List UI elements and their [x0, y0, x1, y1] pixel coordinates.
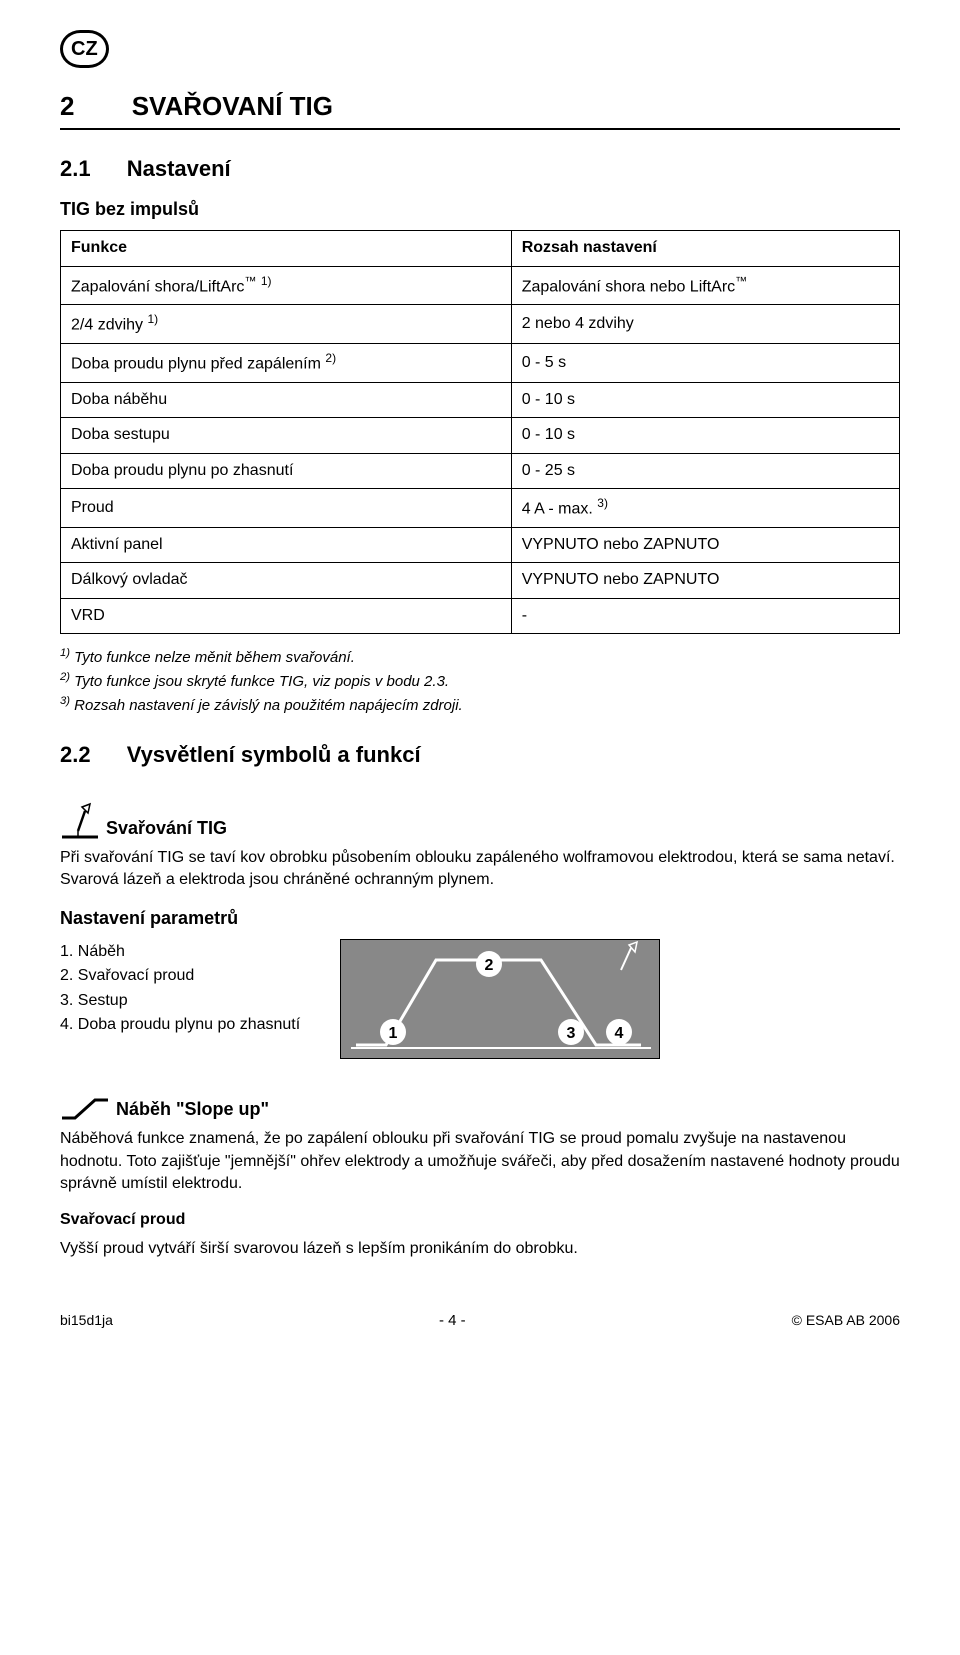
table-cell-func: Doba proudu plynu před zapálením 2)	[61, 344, 512, 383]
tig-welding-para: Při svařování TIG se taví kov obrobku pů…	[60, 847, 900, 892]
table-cell-range: 0 - 25 s	[511, 453, 899, 488]
table-cell-func: Aktivní panel	[61, 527, 512, 562]
table-cell-func: 2/4 zdvihy 1)	[61, 305, 512, 344]
table-row: Aktivní panelVYPNUTO nebo ZAPNUTO	[61, 527, 900, 562]
table-row: Zapalování shora/LiftArc™ 1)Zapalování s…	[61, 266, 900, 305]
table-row: 2/4 zdvihy 1)2 nebo 4 zdvihy	[61, 305, 900, 344]
table-row: Proud4 A - max. 3)	[61, 489, 900, 528]
table-cell-func: VRD	[61, 598, 512, 633]
tig-torch-icon	[60, 801, 100, 841]
table-cell-func: Proud	[61, 489, 512, 528]
table-cell-func: Doba náběhu	[61, 382, 512, 417]
table-cell-range: Zapalování shora nebo LiftArc™	[511, 266, 899, 305]
param-list: 1. Náběh2. Svařovací proud 3. Sestup4. Do…	[60, 939, 300, 1039]
table-row: Dálkový ovladačVYPNUTO nebo ZAPNUTO	[61, 563, 900, 598]
svg-text:1: 1	[389, 1025, 398, 1042]
svg-text:2: 2	[485, 957, 494, 974]
tig-subheading: TIG bez impulsů	[60, 197, 900, 222]
param-heading: Nastavení parametrů	[60, 906, 900, 931]
table-cell-func: Doba sestupu	[61, 418, 512, 453]
table-cell-range: -	[511, 598, 899, 633]
section-heading-22: 2.2 Vysvětlení symbolů a funkcí	[60, 740, 900, 771]
tig-welding-icon-row: Svařování TIG	[60, 801, 900, 841]
table-cell-func: Dálkový ovladač	[61, 563, 512, 598]
list-item: 2. Svařovací proud	[60, 965, 300, 987]
section-heading-21: 2.1 Nastavení	[60, 154, 900, 185]
svg-text:4: 4	[615, 1025, 624, 1042]
table-row: Doba proudu plynu před zapálením 2)0 - 5…	[61, 344, 900, 383]
chapter-title: SVAŘOVANÍ TIG	[132, 91, 333, 121]
slope-up-para: Náběhová funkce znamená, že po zapálení …	[60, 1128, 900, 1195]
table-header-func: Funkce	[61, 231, 512, 266]
table-cell-range: 0 - 5 s	[511, 344, 899, 383]
svg-text:3: 3	[567, 1025, 576, 1042]
settings-table: Funkce Rozsah nastavení Zapalování shora…	[60, 230, 900, 634]
table-cell-range: 0 - 10 s	[511, 382, 899, 417]
table-row: Doba proudu plynu po zhasnutí0 - 25 s	[61, 453, 900, 488]
welding-current-heading: Svařovací proud	[60, 1209, 900, 1231]
section-title: Nastavení	[127, 156, 231, 181]
page-footer: bi15d1ja - 4 - © ESAB AB 2006	[60, 1310, 900, 1331]
table-row: VRD-	[61, 598, 900, 633]
table-cell-range: VYPNUTO nebo ZAPNUTO	[511, 563, 899, 598]
slope-up-icon-row: Náběh "Slope up"	[60, 1094, 900, 1122]
footnote: 2) Tyto funkce jsou skryté funkce TIG, v…	[60, 670, 900, 692]
footer-left: bi15d1ja	[60, 1311, 113, 1331]
chapter-heading: 2 SVAŘOVANÍ TIG	[60, 88, 900, 130]
table-cell-func: Doba proudu plynu po zhasnutí	[61, 453, 512, 488]
table-cell-range: 0 - 10 s	[511, 418, 899, 453]
param-row: 1. Náběh2. Svařovací proud 3. Sestup4. Do…	[60, 939, 900, 1065]
slope-up-heading: Náběh "Slope up"	[116, 1097, 269, 1122]
slope-diagram: 1 2 3 4	[340, 939, 660, 1059]
list-item: 1. Náběh	[60, 941, 300, 963]
footnote: 1) Tyto funkce nelze měnit během svařová…	[60, 646, 900, 668]
chapter-number: 2	[60, 88, 74, 124]
table-cell-range: 2 nebo 4 zdvihy	[511, 305, 899, 344]
footer-page: - 4 -	[439, 1310, 466, 1331]
footer-right: © ESAB AB 2006	[792, 1311, 900, 1331]
list-item: 4. Doba proudu plynu po zhasnutí	[60, 1014, 300, 1036]
table-cell-func: Zapalování shora/LiftArc™ 1)	[61, 266, 512, 305]
tig-welding-heading: Svařování TIG	[106, 816, 227, 841]
footnotes: 1) Tyto funkce nelze měnit během svařová…	[60, 646, 900, 716]
table-cell-range: 4 A - max. 3)	[511, 489, 899, 528]
welding-current-para: Vyšší proud vytváří širší svarovou lázeň…	[60, 1238, 900, 1260]
section-number: 2.1	[60, 154, 91, 185]
list-item: 3. Sestup	[60, 990, 300, 1012]
country-badge: CZ	[60, 30, 109, 68]
section-number: 2.2	[60, 740, 91, 771]
table-cell-range: VYPNUTO nebo ZAPNUTO	[511, 527, 899, 562]
table-row: Doba sestupu0 - 10 s	[61, 418, 900, 453]
section-title: Vysvětlení symbolů a funkcí	[127, 742, 421, 767]
slope-up-icon	[60, 1094, 110, 1122]
table-row: Doba náběhu0 - 10 s	[61, 382, 900, 417]
table-header-range: Rozsah nastavení	[511, 231, 899, 266]
footnote: 3) Rozsah nastavení je závislý na použit…	[60, 694, 900, 716]
